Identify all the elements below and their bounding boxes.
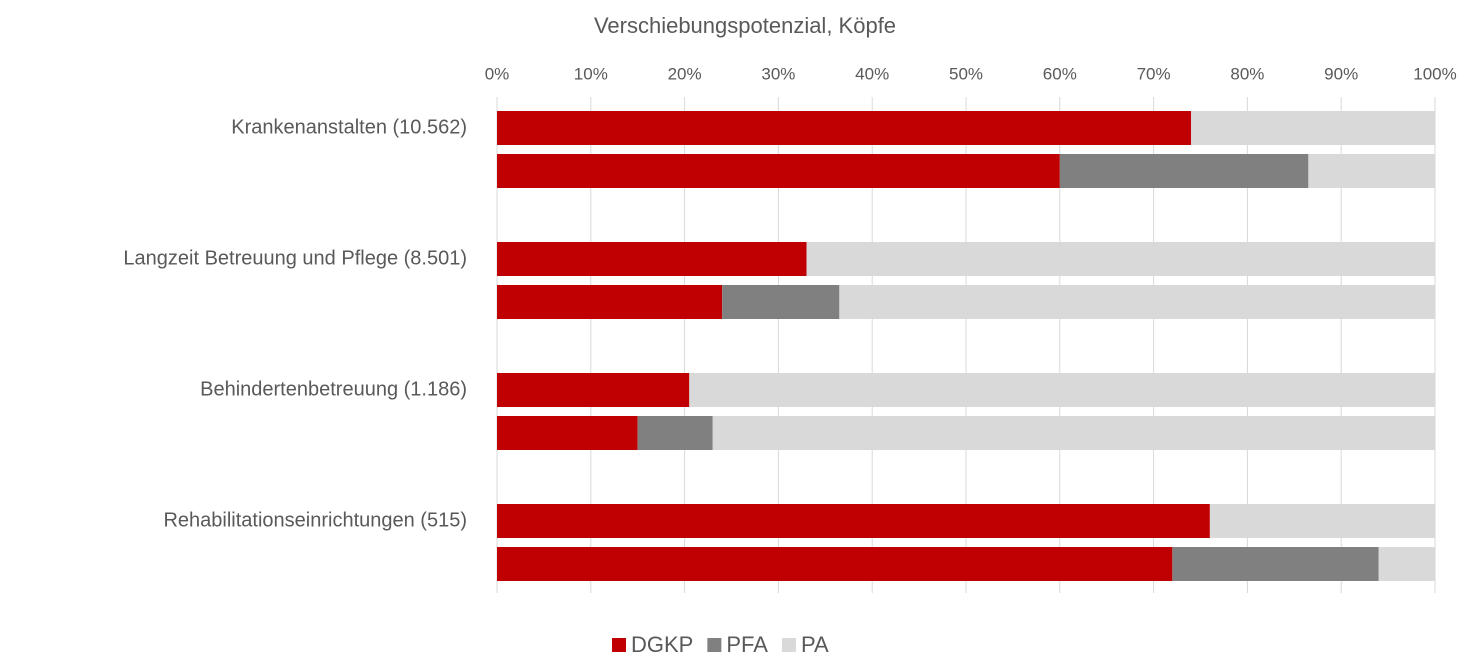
- x-tick-label: 60%: [1043, 64, 1077, 83]
- bar-segment: [839, 285, 1435, 319]
- legend-label: DGKP: [631, 632, 693, 657]
- x-tick-label: 0%: [485, 64, 510, 83]
- x-tick-label: 50%: [949, 64, 983, 83]
- bar-segment: [497, 111, 1192, 145]
- bar-segment: [497, 285, 723, 319]
- bar-segment: [689, 373, 1435, 407]
- bar-segment: [497, 416, 638, 450]
- x-tick-label: 70%: [1137, 64, 1171, 83]
- bar-segment: [497, 242, 807, 276]
- y-tick-label: Langzeit Betreuung und Pflege (8.501): [123, 247, 467, 269]
- x-tick-label: 90%: [1324, 64, 1358, 83]
- bar-segment: [637, 416, 713, 450]
- bar-segment: [722, 285, 840, 319]
- y-tick-label: Rehabilitationseinrichtungen (515): [163, 509, 467, 531]
- bar-segment: [1059, 154, 1309, 188]
- bar-segment: [1378, 547, 1435, 581]
- bar-segment: [497, 373, 690, 407]
- bar-segment: [806, 242, 1435, 276]
- bar-segment: [497, 504, 1210, 538]
- x-tick-label: 30%: [761, 64, 795, 83]
- x-tick-label: 20%: [668, 64, 702, 83]
- x-tick-label: 10%: [574, 64, 608, 83]
- legend-label: PFA: [726, 632, 768, 657]
- legend-label: PA: [801, 632, 829, 657]
- legend-swatch: [781, 638, 796, 652]
- y-tick-label: Behindertenbetreuung (1.186): [200, 378, 467, 400]
- legend-swatch: [612, 638, 626, 652]
- bar-segment: [1191, 111, 1435, 145]
- bar-segment: [497, 154, 1060, 188]
- bar-segment: [1209, 504, 1435, 538]
- bar-segment: [497, 547, 1173, 581]
- bar-segment: [712, 416, 1435, 450]
- y-tick-label: Krankenanstalten (10.562): [231, 116, 467, 138]
- bar-segment: [1308, 154, 1435, 188]
- x-tick-label: 80%: [1230, 64, 1264, 83]
- chart-title: Verschiebungspotenzial, Köpfe: [594, 13, 896, 38]
- legend-swatch: [707, 638, 722, 652]
- x-tick-label: 40%: [855, 64, 889, 83]
- x-tick-label: 100%: [1413, 64, 1456, 83]
- bar-segment: [1172, 547, 1379, 581]
